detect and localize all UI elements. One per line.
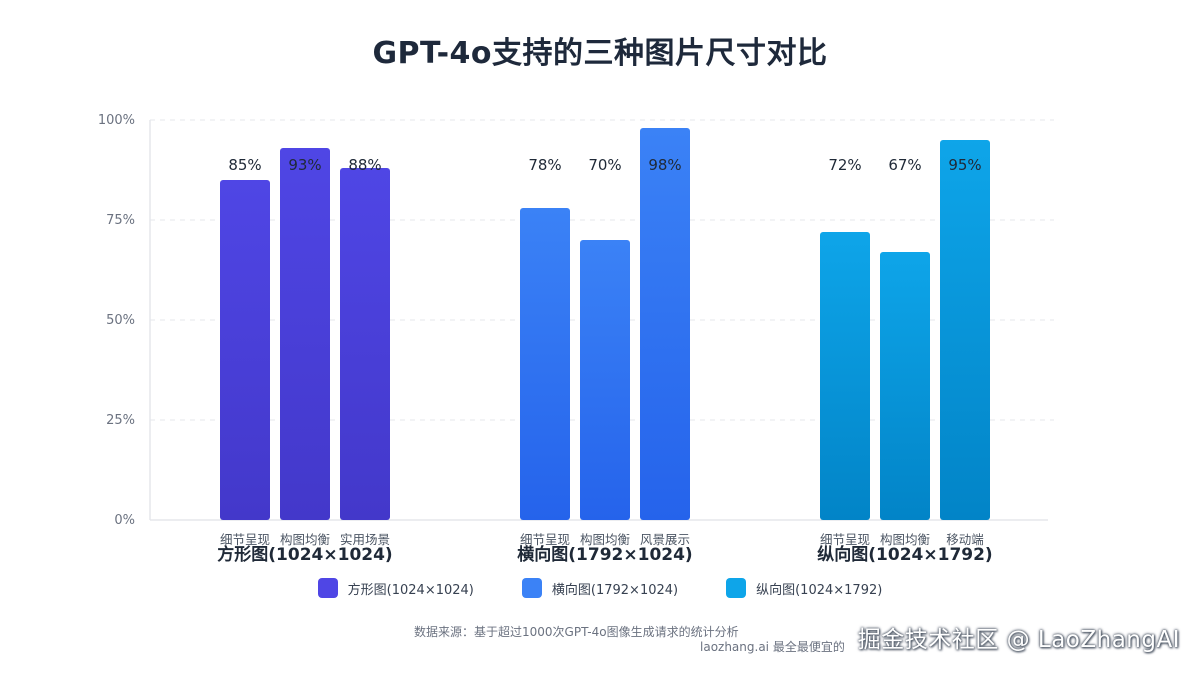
bar-value-label: 70% [588, 156, 621, 174]
bar-square-1 [220, 180, 270, 520]
legend-swatch-portrait [726, 578, 747, 598]
chart-legend: 方形图(1024×1024) 横向图(1792×1024) 纵向图(1024×1… [0, 578, 1200, 598]
bar-category-label: 构图均衡 [880, 532, 930, 547]
bar-value-label: 72% [828, 156, 861, 174]
legend-swatch-landscape [521, 578, 542, 598]
bar-category-label: 细节呈现 [220, 532, 270, 547]
bar-landscape-2 [580, 240, 630, 520]
bar-value-label: 85% [228, 156, 261, 174]
legend-item-landscape: 横向图(1792×1024) [521, 578, 679, 598]
watermark: 掘金技术社区 @ LaoZhangAI [857, 627, 1180, 653]
data-source-note: 数据来源：基于超过1000次GPT-4o图像生成请求的统计分析 [414, 625, 739, 639]
y-tick-label: 100% [98, 113, 135, 128]
bar-value-label: 88% [348, 156, 381, 174]
bar-portrait-1 [820, 232, 870, 520]
bar-category-label: 构图均衡 [280, 532, 330, 547]
legend-label-square: 方形图(1024×1024) [347, 582, 474, 598]
legend-label-portrait: 纵向图(1024×1792) [756, 582, 883, 598]
group-label-square: 方形图(1024×1024) [217, 544, 392, 565]
bar-category-label: 细节呈现 [820, 532, 870, 547]
y-tick-label: 25% [106, 413, 135, 428]
bar-landscape-3 [640, 128, 690, 520]
bar-landscape-1 [520, 208, 570, 520]
y-tick-label: 50% [106, 313, 135, 328]
bar-value-label: 98% [648, 156, 681, 174]
bar-square-3 [340, 168, 390, 520]
legend-item-portrait: 纵向图(1024×1792) [726, 578, 882, 598]
bar-value-label: 78% [528, 156, 561, 174]
bar-value-label: 93% [288, 156, 321, 174]
y-tick-label: 75% [106, 213, 135, 228]
y-tick-label: 0% [114, 513, 135, 528]
bar-portrait-2 [880, 252, 930, 520]
legend-swatch-square [317, 578, 338, 598]
legend-item-square: 方形图(1024×1024) [317, 578, 474, 598]
site-note: laozhang.ai 最全最便宜的 [700, 640, 845, 654]
bar-portrait-3 [940, 140, 990, 520]
bar-category-label: 细节呈现 [520, 532, 570, 547]
bar-category-label: 风景展示 [640, 532, 690, 547]
bar-square-2 [280, 148, 330, 520]
bar-value-label: 67% [888, 156, 921, 174]
legend-label-landscape: 横向图(1792×1024) [551, 582, 679, 598]
bar-category-label: 移动端 [946, 532, 984, 547]
bar-category-label: 构图均衡 [580, 532, 630, 547]
group-label-portrait: 纵向图(1024×1792) [817, 544, 992, 565]
group-label-landscape: 横向图(1792×1024) [517, 544, 692, 565]
bar-value-label: 95% [948, 156, 981, 174]
chart-title: GPT-4o支持的三种图片尺寸对比 [372, 36, 828, 71]
bar-category-label: 实用场景 [340, 532, 390, 547]
